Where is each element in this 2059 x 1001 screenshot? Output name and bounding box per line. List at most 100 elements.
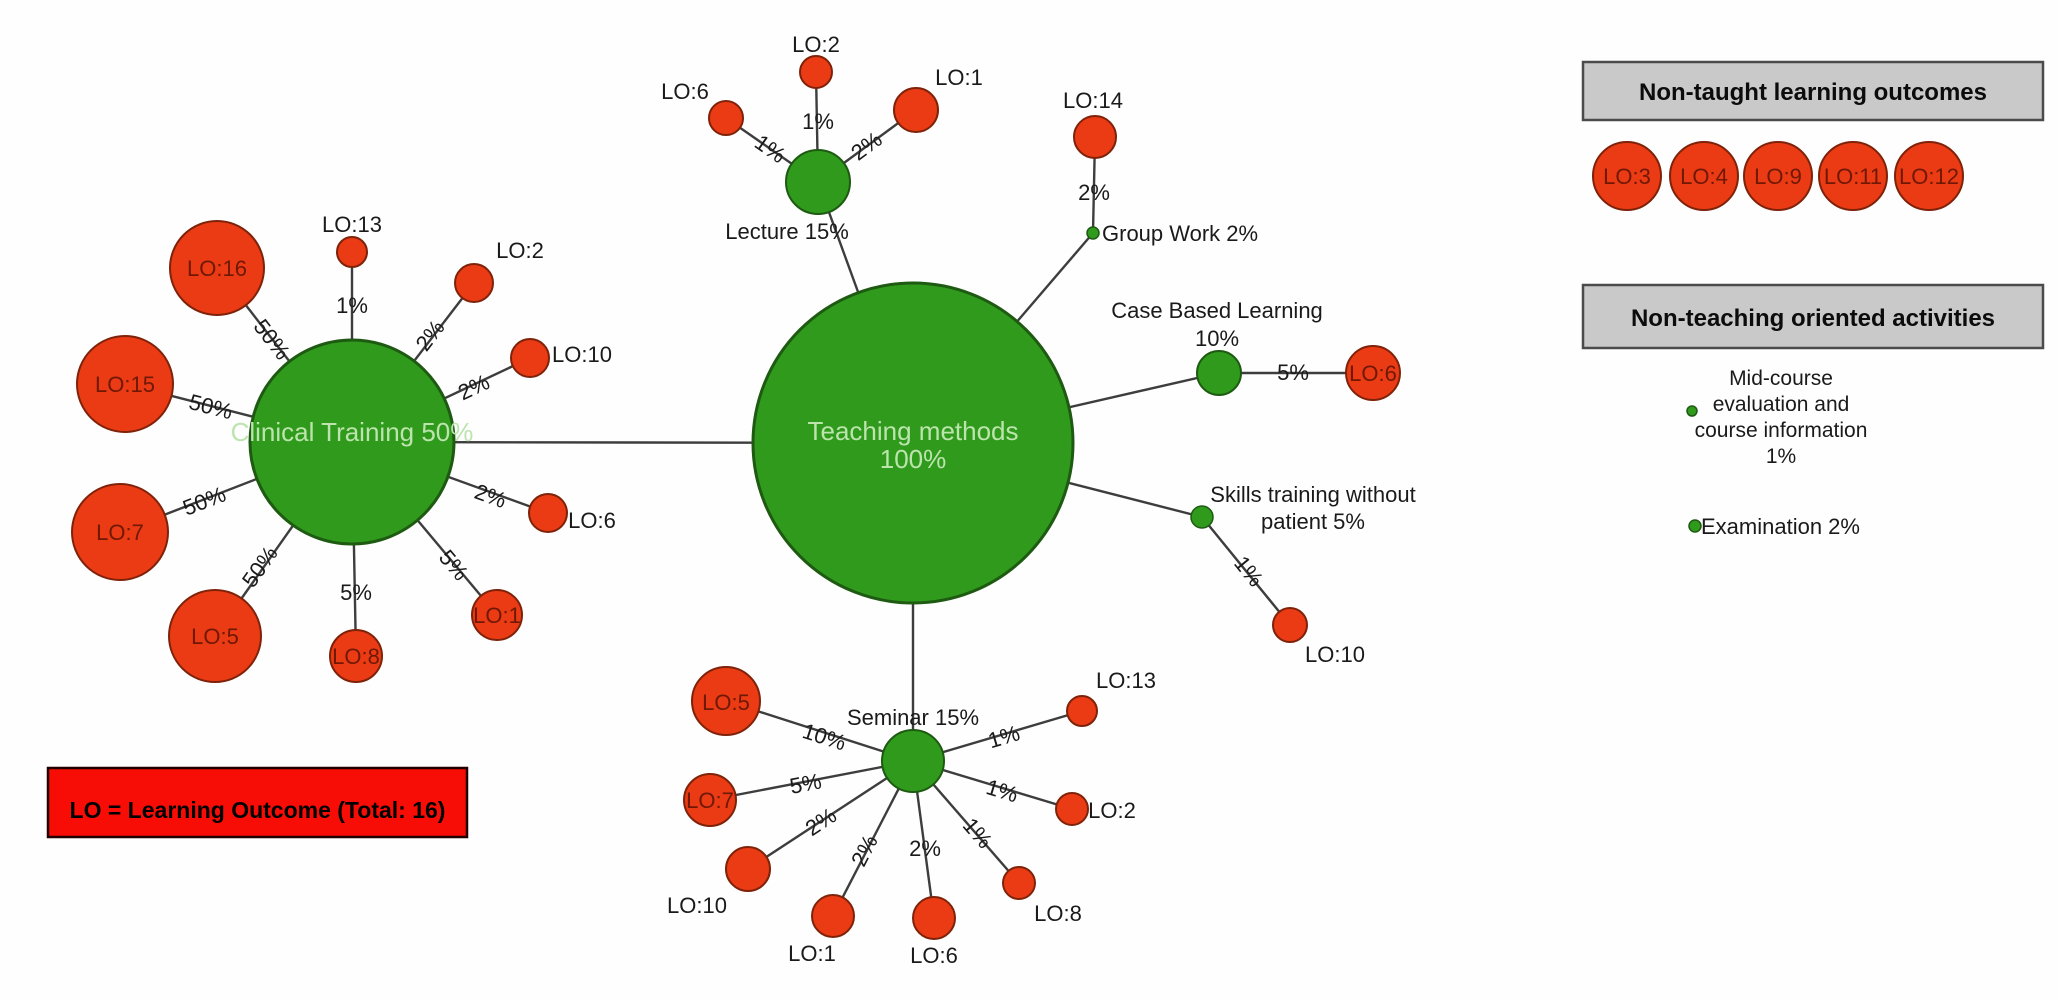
label-legend-lo4: LO:4 — [1680, 164, 1728, 189]
edge-label-clinical-to-clinical-lo15: 50% — [186, 389, 235, 424]
edge-label-seminar-to-seminar-lo7: 5% — [788, 768, 824, 799]
edge-label-seminar-to-seminar-lo5: 10% — [800, 718, 850, 755]
label-cbl-line2: 10% — [1195, 326, 1239, 351]
label-clinical-lo10: LO:10 — [552, 342, 612, 367]
node-seminar-lo7 — [683, 773, 737, 827]
node-seminar-lo6 — [912, 896, 956, 940]
label-clinical: Clinical Training 50% — [231, 417, 474, 447]
label-lecture-lo2: LO:2 — [792, 32, 840, 57]
node-clinical — [248, 338, 456, 546]
edge-label-clinical-to-clinical-lo16: 50% — [249, 314, 296, 364]
label-teaching-line1: Teaching methods — [807, 416, 1018, 446]
node-seminar-lo2 — [1055, 792, 1089, 826]
label-seminar-lo6: LO:6 — [910, 943, 958, 968]
node-legend-lo12 — [1894, 141, 1964, 211]
edge-label-clinical-to-clinical-lo6: 2% — [471, 479, 509, 513]
node-legend-lo9 — [1743, 141, 1813, 211]
edge-seminar-to-seminar-lo7 — [709, 759, 914, 802]
label-legend-lo12: LO:12 — [1899, 164, 1959, 189]
label-legend-lo9: LO:9 — [1754, 164, 1802, 189]
node-seminar-lo1 — [811, 894, 855, 938]
label-clinical-lo2: LO:2 — [496, 238, 544, 263]
edge-label-seminar-to-seminar-lo13: 1% — [985, 720, 1023, 753]
label-groupwork-lo14: LO:14 — [1063, 88, 1123, 113]
label-cbl-line1: Case Based Learning — [1111, 298, 1323, 323]
edge-label-seminar-to-seminar-lo1: 2% — [846, 831, 883, 871]
node-clinical-lo16 — [169, 220, 265, 316]
label-clinical-lo16: LO:16 — [187, 256, 247, 281]
label-clinical-lo8: LO:8 — [332, 644, 380, 669]
label-teaching-line2: 100% — [880, 444, 947, 474]
edge-seminar-to-seminar-lo10 — [747, 759, 914, 871]
label-clinical-lo1: LO:1 — [473, 603, 521, 628]
label-legend-lo11: LO:11 — [1824, 164, 1882, 189]
panel-non-taught — [1581, 60, 2045, 122]
node-clinical-lo5 — [168, 589, 262, 683]
edge-skills-to-skills-lo10 — [1201, 516, 1291, 626]
edge-label-clinical-to-clinical-lo10: 2% — [454, 369, 493, 405]
label-lecture-lo1: LO:1 — [935, 65, 983, 90]
edge-label-group-work-to-groupwork-lo14: 2% — [1078, 180, 1110, 205]
label-seminar-lo13: LO:13 — [1096, 668, 1156, 693]
node-midcourse-dot — [1686, 405, 1698, 417]
node-legend-lo4 — [1669, 141, 1739, 211]
node-seminar-lo5 — [691, 666, 761, 736]
node-clinical-lo6 — [528, 493, 568, 533]
label-lecture: Lecture 15% — [725, 219, 849, 244]
node-group-work — [1086, 226, 1100, 240]
label-seminar-lo8: LO:8 — [1034, 901, 1082, 926]
label-skills-line2: patient 5% — [1261, 509, 1365, 534]
label-legend-lo3: LO:3 — [1603, 164, 1651, 189]
label-skills-line1: Skills training without — [1210, 482, 1415, 507]
label-midcourse-dot-line2: evaluation and — [1713, 393, 1850, 416]
label-seminar-lo1: LO:1 — [788, 941, 836, 966]
edge-label-lecture-to-lecture-lo6: 1% — [750, 130, 790, 169]
node-groupwork-lo14 — [1073, 115, 1117, 159]
label-midcourse-dot-line4: 1% — [1766, 445, 1796, 468]
label-seminar-lo10: LO:10 — [667, 893, 727, 918]
edge-label-seminar-to-seminar-lo10: 2% — [801, 803, 841, 841]
label-clinical-lo7: LO:7 — [96, 520, 144, 545]
node-seminar-lo13 — [1066, 695, 1098, 727]
label-skills-lo10: LO:10 — [1305, 642, 1365, 667]
node-clinical-lo2 — [454, 263, 494, 303]
label-group-work: Group Work 2% — [1102, 221, 1258, 246]
label-seminar-lo2: LO:2 — [1088, 798, 1136, 823]
key-box-label: LO = Learning Outcome (Total: 16) — [70, 797, 446, 823]
node-clinical-lo10 — [510, 338, 550, 378]
label-clinical-lo5: LO:5 — [191, 624, 239, 649]
node-skills-lo10 — [1272, 607, 1308, 643]
panel-non-taught-label: Non-taught learning outcomes — [1639, 79, 1987, 106]
node-lecture-lo1 — [893, 87, 939, 133]
edge-label-clinical-to-clinical-lo13: 1% — [336, 293, 368, 318]
node-clinical-lo8 — [329, 629, 383, 683]
label-seminar-lo7: LO:7 — [686, 788, 734, 813]
label-clinical-lo15: LO:15 — [95, 372, 155, 397]
panel-non-teaching — [1581, 283, 2045, 350]
label-seminar: Seminar 15% — [847, 705, 979, 730]
node-lecture-lo2 — [799, 55, 833, 89]
label-seminar-lo5: LO:5 — [702, 690, 750, 715]
node-clinical-lo1 — [471, 589, 523, 641]
edge-label-lecture-to-lecture-lo2: 1% — [802, 109, 834, 134]
node-legend-lo11 — [1818, 141, 1888, 211]
label-examination-dot: Examination 2% — [1701, 514, 1860, 539]
node-skills — [1190, 505, 1214, 529]
node-seminar-lo8 — [1002, 866, 1036, 900]
edge-label-cbl-to-cbl-lo6: 5% — [1277, 360, 1309, 385]
node-lecture-lo6 — [708, 100, 744, 136]
node-seminar-lo10 — [725, 846, 771, 892]
label-clinical-lo6: LO:6 — [568, 508, 616, 533]
node-cbl — [1196, 350, 1242, 396]
label-lecture-lo6: LO:6 — [661, 79, 709, 104]
label-cbl-lo6: LO:6 — [1349, 361, 1397, 386]
label-clinical-lo13: LO:13 — [322, 212, 382, 237]
node-teaching — [751, 281, 1075, 605]
node-clinical-lo7 — [71, 483, 169, 581]
node-examination-dot — [1688, 519, 1702, 533]
node-clinical-lo15 — [76, 335, 174, 433]
edge-label-lecture-to-lecture-lo1: 2% — [846, 126, 886, 165]
node-clinical-lo13 — [336, 236, 368, 268]
